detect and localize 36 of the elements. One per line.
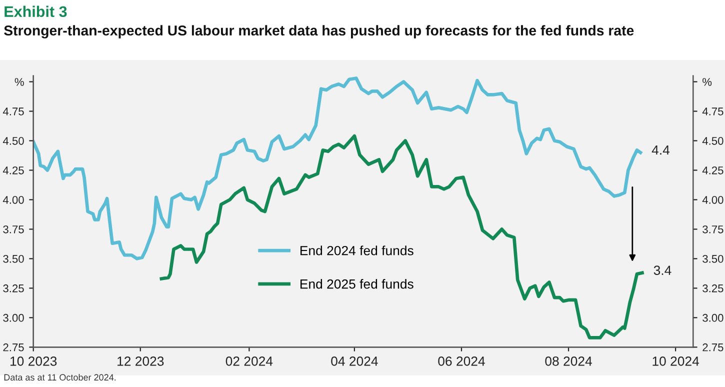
x-tick-label: 02 2024: [226, 356, 273, 366]
y-tick-label: %: [14, 78, 24, 86]
y-tick-label: 4.50: [2, 136, 24, 145]
x-tick-label: 10 2023: [10, 356, 57, 366]
y2-tick-label: 4.50: [702, 136, 724, 145]
y2-tick-label: 3.75: [702, 225, 724, 234]
text: Data as at 11 October 2024.: [4, 374, 116, 381]
x-tick-label: 04 2024: [331, 356, 378, 366]
y2-tick-label: 3.25: [702, 284, 724, 292]
y2-tick-label: 4.00: [702, 196, 724, 204]
x-tick-label: 06 2024: [438, 356, 485, 366]
x-tick-label: 12 2023: [118, 356, 164, 366]
y-tick-label: 4.00: [2, 196, 24, 204]
x-tick-label: 08 2024: [545, 356, 592, 366]
y-tick-label: 3.50: [3, 254, 24, 263]
legend-label: End 2025 fed funds: [300, 279, 414, 289]
y-tick-label: 3.25: [3, 284, 24, 292]
line-series: [33, 76, 642, 260]
y-tick-label: 4.25: [2, 166, 24, 174]
y2-tick-label: %: [702, 78, 712, 86]
y-tick-label: 3.75: [3, 225, 24, 234]
line-series: [160, 134, 644, 340]
y-tick-label: 4.75: [2, 108, 24, 116]
y-tick-label: 3.00: [3, 314, 24, 322]
y-tick-label: 2.75: [3, 343, 24, 352]
legend-label: End 2024 fed funds: [300, 246, 414, 256]
x-tick-label: 10 2024: [652, 356, 700, 366]
y2-tick-label: 3.00: [702, 314, 724, 322]
y2-tick-label: 4.25: [702, 166, 724, 174]
y2-tick-label: 4.75: [702, 108, 724, 116]
annotation: 3.4: [654, 266, 672, 275]
annotation: 4.4: [652, 145, 670, 155]
y2-tick-label: 3.50: [702, 254, 724, 263]
chart-title: Exhibit 3: [4, 6, 67, 18]
chart-subtitle: Stronger-than-expected US labour market data has pushed up forecasts for the fed funds rate: [4, 25, 634, 38]
y2-tick-label: 2.75: [702, 343, 724, 352]
